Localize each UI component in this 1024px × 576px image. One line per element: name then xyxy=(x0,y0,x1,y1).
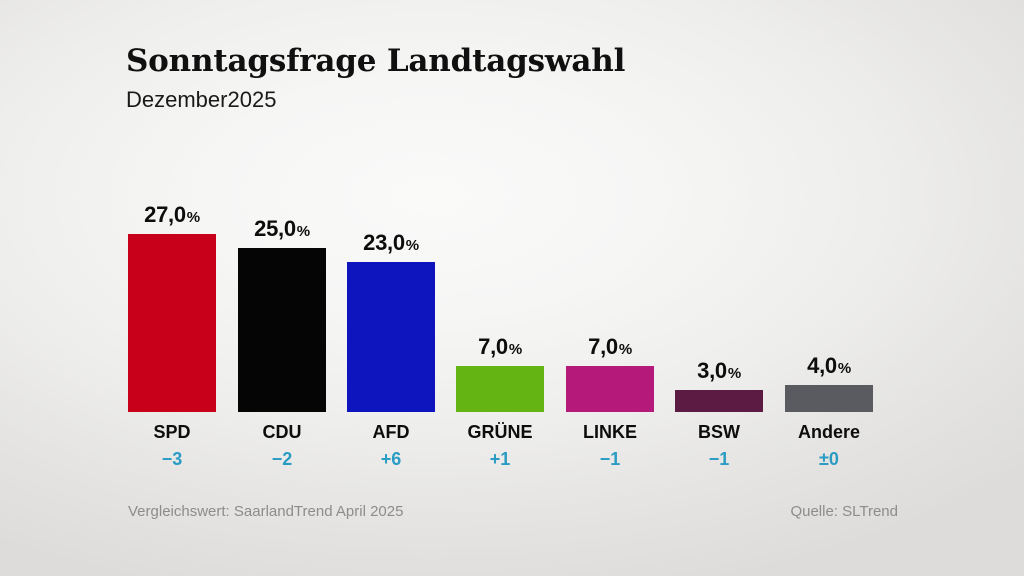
bar-value-number: 7,0 xyxy=(588,334,618,359)
percent-sign: % xyxy=(727,365,741,382)
bar-value-label: 25,0% xyxy=(254,216,310,242)
percent-sign: % xyxy=(296,223,310,240)
bar-group: 7,0% LINKE −1 xyxy=(566,334,654,469)
bar-category-label: Andere xyxy=(797,422,861,442)
bar-group: 7,0% GRÜNE +1 xyxy=(456,334,544,469)
bar-category-label: SPD xyxy=(153,422,191,442)
bar-category-label: LINKE xyxy=(583,422,637,442)
bar-value-number: 7,0 xyxy=(478,334,508,359)
bar-value-number: 4,0 xyxy=(807,353,837,378)
bar-value-label: 7,0% xyxy=(588,334,632,360)
bar-group: 25,0% CDU −2 xyxy=(238,216,326,469)
bar-group: 3,0% BSW −1 xyxy=(675,358,763,469)
percent-sign: % xyxy=(186,209,200,226)
bar-delta-label: −3 xyxy=(161,449,183,469)
bar-category-label: GRÜNE xyxy=(467,422,533,442)
bar-value-number: 27,0 xyxy=(144,202,186,227)
bar-grüne xyxy=(456,366,544,412)
bar-linke xyxy=(566,366,654,412)
bar-delta-label: ±0 xyxy=(819,449,839,469)
bar-delta-label: −1 xyxy=(708,449,730,469)
bar-group: 27,0% SPD −3 xyxy=(128,202,216,469)
bar-delta-label: −1 xyxy=(599,449,621,469)
bar-group: 23,0% AFD +6 xyxy=(347,230,435,469)
page-title: Sonntagsfrage Landtagswahl xyxy=(126,43,626,79)
percent-sign: % xyxy=(837,360,851,377)
source-note: Quelle: SLTrend xyxy=(790,503,898,520)
percent-sign: % xyxy=(618,341,632,358)
chart-subtitle: Dezember2025 xyxy=(126,87,277,113)
percent-sign: % xyxy=(508,341,522,358)
bar-category-label: CDU xyxy=(262,422,302,442)
percent-sign: % xyxy=(405,237,419,254)
bar-value-label: 4,0% xyxy=(807,353,851,379)
bar-category-label: BSW xyxy=(698,422,740,442)
bar-delta-label: +1 xyxy=(489,449,511,469)
bar-value-label: 3,0% xyxy=(697,358,741,384)
chart-header: Sonntagsfrage Landtagswahl Dezember2025 xyxy=(126,44,926,112)
bar-cdu xyxy=(238,248,326,412)
comparison-note: Vergleichswert: SaarlandTrend April 2025 xyxy=(128,503,404,520)
bar-value-number: 23,0 xyxy=(363,230,405,255)
bar-value-number: 25,0 xyxy=(254,216,296,241)
bar-value-label: 7,0% xyxy=(478,334,522,360)
bar-value-label: 23,0% xyxy=(363,230,419,256)
bar-spd xyxy=(128,234,216,412)
bar-andere xyxy=(785,385,873,412)
bar-bsw xyxy=(675,390,763,412)
bar-delta-label: +6 xyxy=(380,449,402,469)
bar-delta-label: −2 xyxy=(271,449,293,469)
bar-group: 4,0% Andere ±0 xyxy=(785,353,873,469)
bar-category-label: AFD xyxy=(372,422,410,442)
bar-value-number: 3,0 xyxy=(697,358,727,383)
bar-value-label: 27,0% xyxy=(144,202,200,228)
bar-afd xyxy=(347,262,435,412)
